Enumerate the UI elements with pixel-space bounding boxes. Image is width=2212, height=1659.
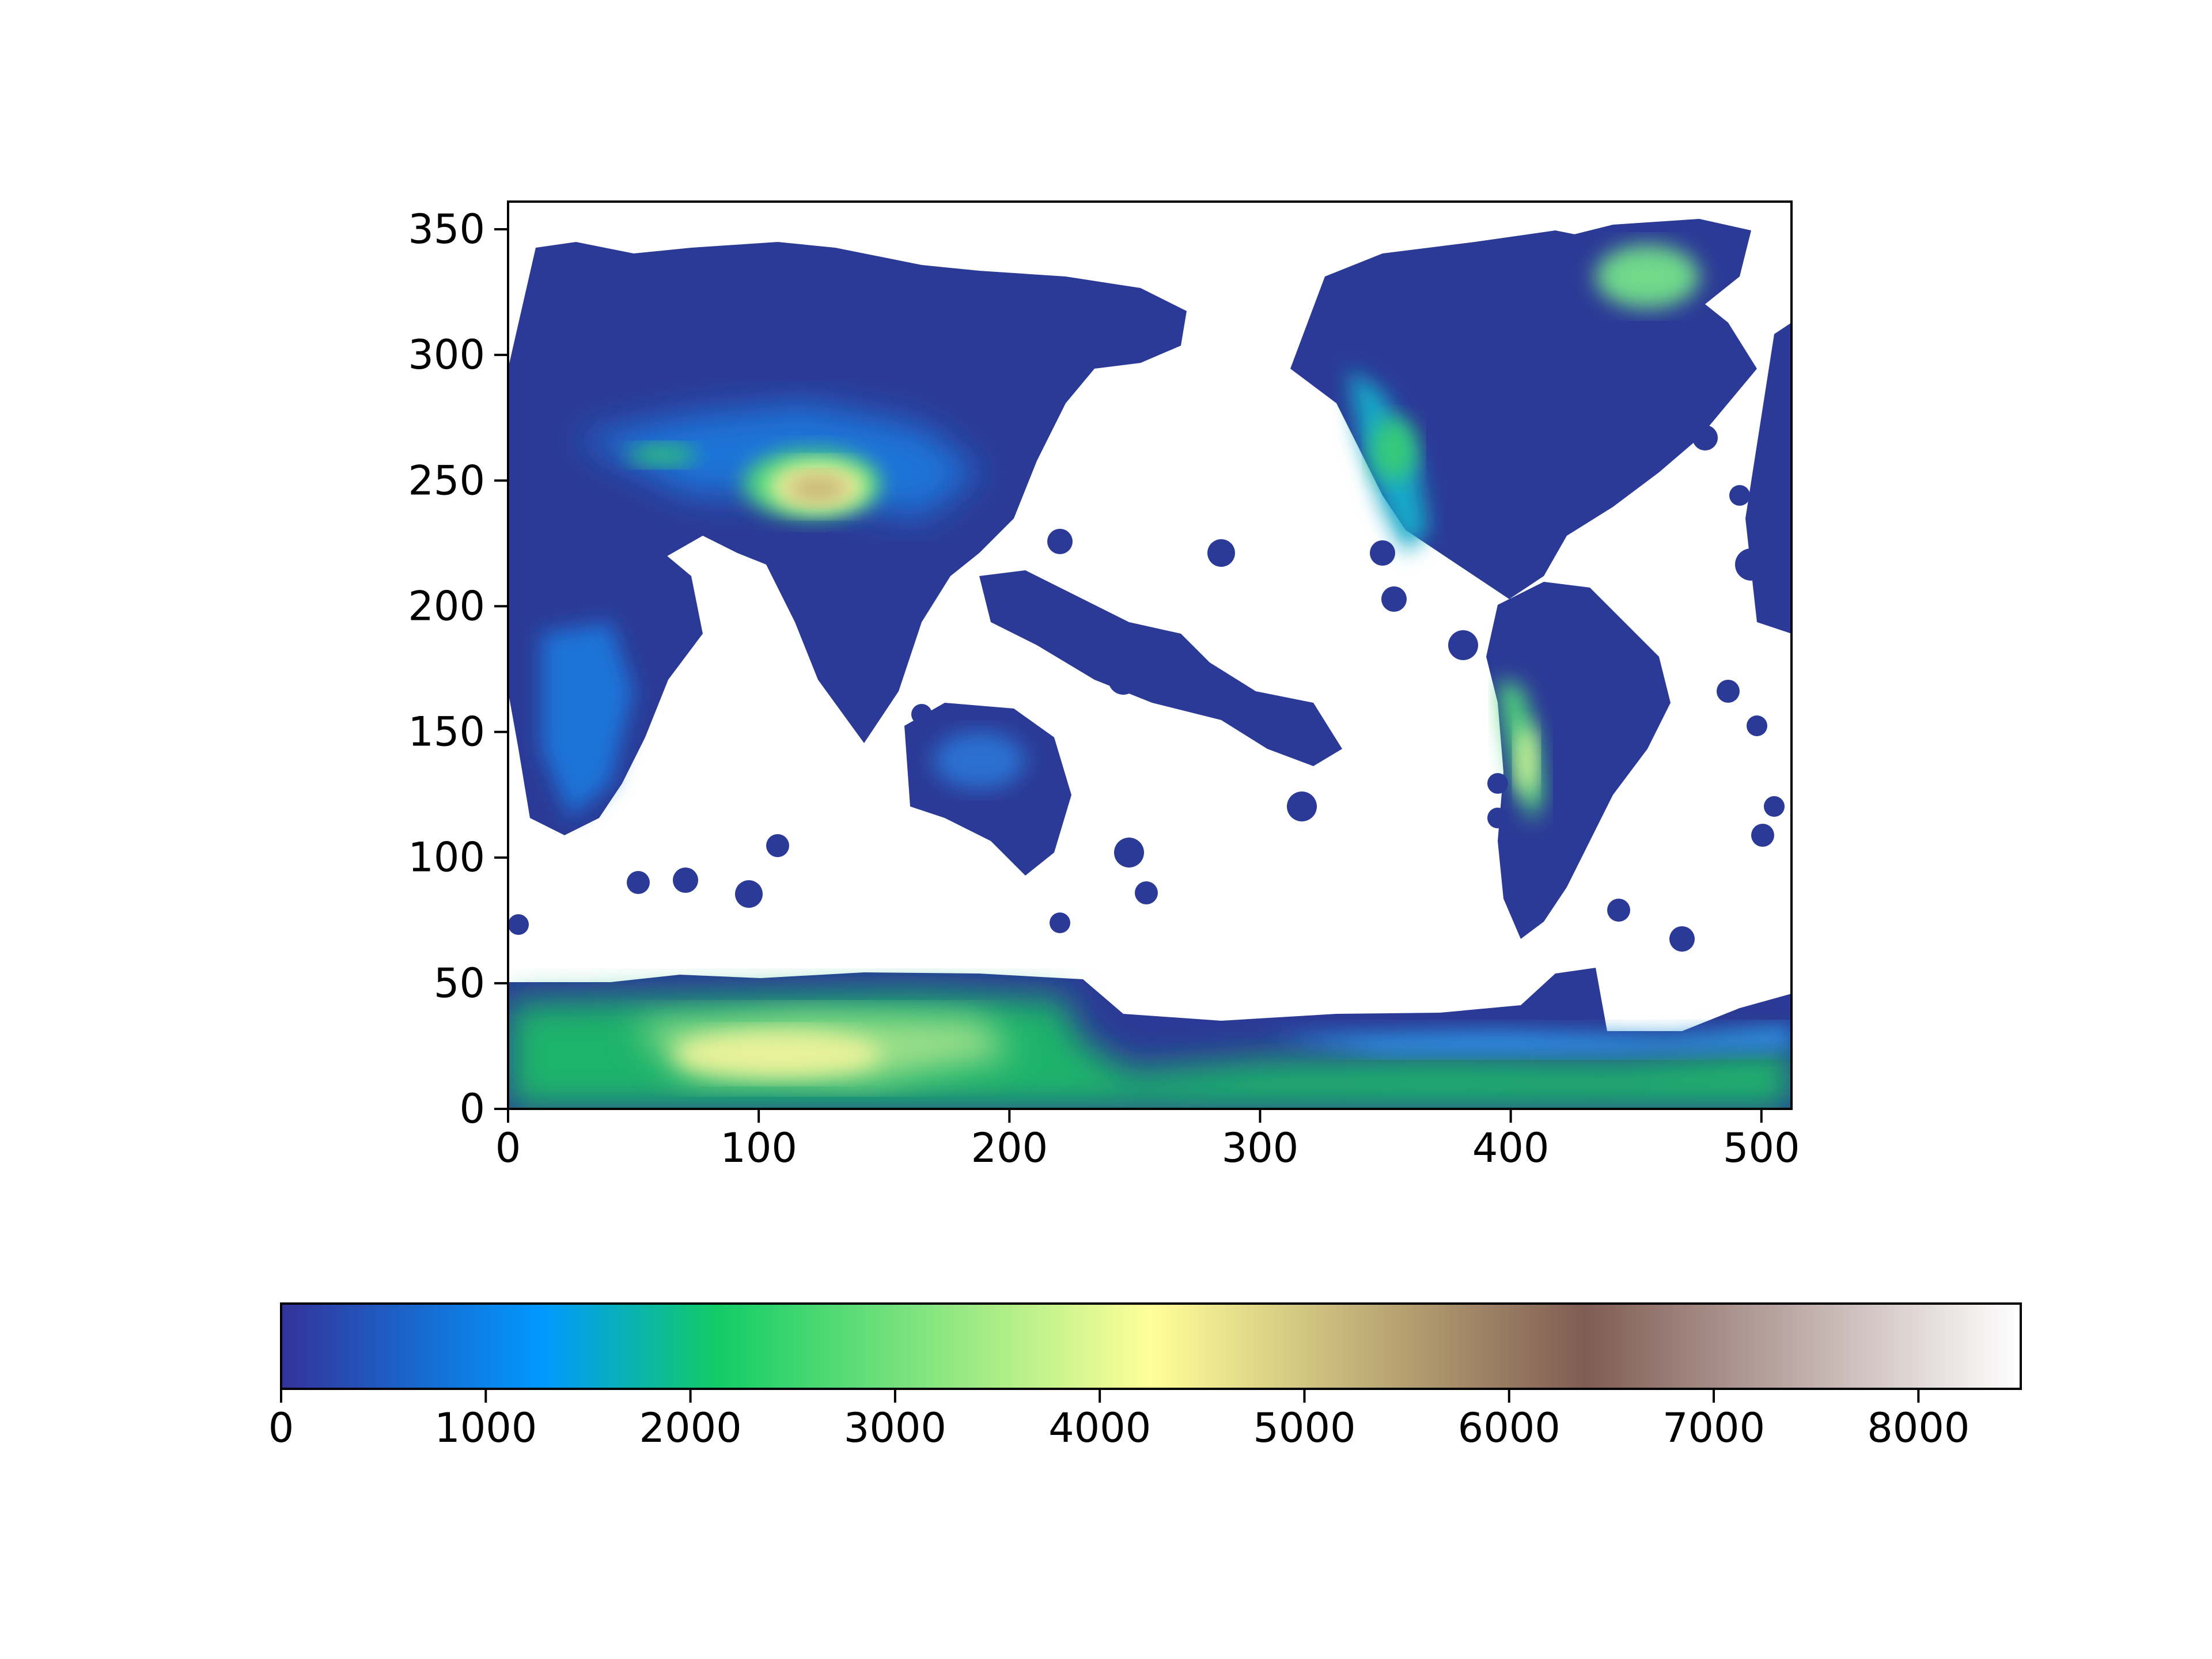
antarctica-east-band — [1267, 1025, 1791, 1054]
elevation-map — [508, 219, 1791, 1109]
x-tick-label: 400 — [1472, 1124, 1550, 1172]
x-tick-label: 100 — [720, 1124, 797, 1172]
x-tick-label: 300 — [1222, 1124, 1299, 1172]
colorbar-tick-label: 3000 — [844, 1404, 946, 1452]
rockies-peak — [1371, 418, 1417, 481]
caucasus-ridge — [628, 445, 697, 465]
y-tick-label: 350 — [408, 206, 485, 253]
colorbar-tick-label: 2000 — [639, 1404, 742, 1452]
andes-peak — [1516, 726, 1537, 795]
colorbar-tick-label: 6000 — [1458, 1404, 1560, 1452]
y-tick-label: 100 — [408, 834, 485, 881]
y-tick-label: 250 — [408, 457, 485, 504]
colorbar-tick-label: 4000 — [1048, 1404, 1151, 1452]
colorbar-tick-label: 7000 — [1662, 1404, 1765, 1452]
africa-highlands — [541, 622, 634, 818]
plot-frame — [507, 200, 1793, 1110]
y-axis: 0 50 100 150 200 250 300 350 — [408, 206, 508, 1132]
greenland-ice — [1596, 245, 1699, 308]
colorbar-tick-label: 0 — [268, 1404, 294, 1452]
y-tick-label: 0 — [459, 1085, 485, 1132]
colorbar-ticks: 0 1000 2000 3000 4000 5000 6000 7000 8000 — [268, 1389, 1969, 1452]
x-axis: 0 100 200 300 400 500 — [495, 1109, 1800, 1172]
australia-uplands — [933, 732, 1025, 789]
colorbar: 0 1000 2000 3000 4000 5000 6000 7000 8000 — [268, 1302, 2022, 1452]
x-tick-label: 500 — [1723, 1124, 1800, 1172]
x-tick-label: 0 — [495, 1124, 521, 1172]
colorbar-tick-label: 1000 — [434, 1404, 537, 1452]
y-tick-label: 50 — [434, 960, 485, 1007]
x-tick-label: 200 — [971, 1124, 1048, 1172]
southeast-asia-islands — [979, 570, 1342, 766]
south-america-landmass — [1486, 582, 1671, 939]
heatmap-axes: 0 100 200 300 400 500 0 50 100 150 200 250 300 350 — [408, 200, 1800, 1172]
islands — [508, 323, 1791, 952]
y-tick-label: 150 — [408, 709, 485, 756]
colorbar-tick-label: 8000 — [1867, 1404, 1969, 1452]
y-tick-label: 300 — [408, 331, 485, 378]
colorbar-frame — [280, 1302, 2022, 1390]
colorbar-gradient — [281, 1304, 2021, 1389]
antarctica-summit — [674, 1031, 881, 1077]
y-tick-label: 200 — [408, 582, 485, 630]
tibet-plateau-core — [786, 474, 850, 503]
colorbar-tick-label: 5000 — [1253, 1404, 1355, 1452]
